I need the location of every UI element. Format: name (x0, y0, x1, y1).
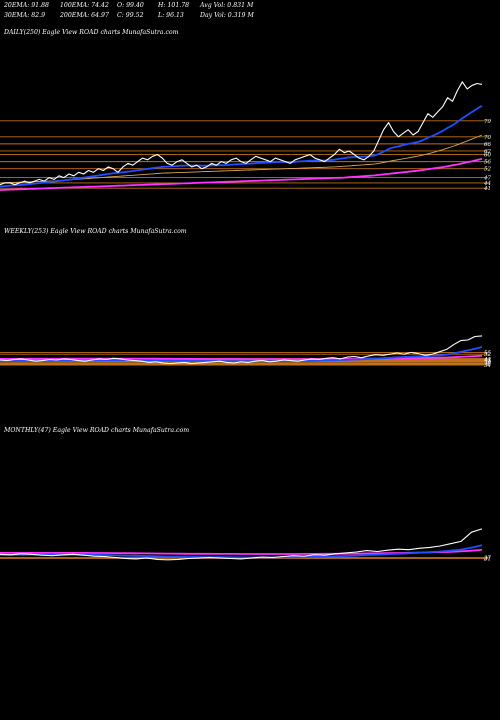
price-line (0, 81, 483, 186)
avg-vol-label: Avg Vol: 0.831 M (200, 2, 254, 9)
level-label: 52 (484, 352, 491, 358)
ema20-label: 20EMA: 91.88 (4, 2, 49, 9)
level-label: 66 (484, 142, 491, 148)
ema-long-line (0, 157, 483, 191)
level-label: 56 (484, 160, 491, 166)
high-label: H: 101.78 (158, 2, 190, 9)
level-label: 52 (484, 167, 491, 173)
level-label: 79 (484, 119, 491, 125)
ema200-label: 200EMA: 64.97 (60, 12, 109, 19)
level-label: 70 (484, 135, 491, 141)
level-label: 47 (483, 176, 491, 182)
ema-mid-line (0, 134, 483, 184)
ema100-label: 100EMA: 74.42 (60, 2, 109, 9)
level-label: 44 (483, 181, 491, 187)
monthly-chart-title: MONTHLY(47) Eagle View ROAD charts Munaf… (4, 427, 190, 434)
level-label: 41 (483, 186, 491, 192)
ema-short-line (0, 544, 483, 559)
day-vol-label: Day Vol: 0.319 M (200, 12, 254, 19)
ema-long-line (0, 354, 483, 360)
price-line (0, 335, 483, 365)
close-label: C: 99.52 (117, 12, 144, 19)
open-label: O: 99.40 (117, 2, 144, 9)
level-label: 55 (484, 350, 491, 356)
weekly-chart: 5552444341393634 (0, 335, 491, 369)
daily-chart-title: DAILY(250) Eagle View ROAD charts Munafa… (4, 29, 179, 36)
ema30-label: 30EMA: 82.9 (4, 12, 46, 19)
level-label: 62 (484, 149, 491, 155)
low-label: L: 96.13 (158, 12, 184, 19)
price-line (0, 528, 483, 561)
level-label: 34 (484, 363, 491, 369)
weekly-chart-title: WEEKLY(253) Eagle View ROAD charts Munaf… (4, 228, 187, 235)
level-label: 60 (484, 153, 491, 159)
level-label: 31 (484, 556, 491, 562)
ema-short-line (0, 105, 483, 188)
